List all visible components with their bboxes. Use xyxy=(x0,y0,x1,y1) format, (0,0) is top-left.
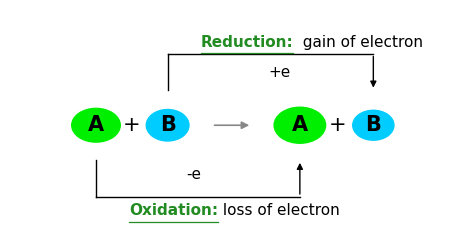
Text: B: B xyxy=(365,115,381,135)
Text: A: A xyxy=(88,115,104,135)
Ellipse shape xyxy=(352,110,395,141)
Text: +: + xyxy=(329,115,346,135)
Text: loss of electron: loss of electron xyxy=(218,203,340,218)
Text: A: A xyxy=(292,115,308,135)
Text: Reduction:: Reduction: xyxy=(201,35,293,50)
Text: +e: +e xyxy=(269,65,291,80)
Text: B: B xyxy=(160,115,175,135)
Ellipse shape xyxy=(71,108,121,143)
Text: +: + xyxy=(123,115,140,135)
Ellipse shape xyxy=(146,109,190,142)
Text: gain of electron: gain of electron xyxy=(293,35,423,50)
Text: -e: -e xyxy=(186,167,201,182)
Text: Oxidation:: Oxidation: xyxy=(129,203,218,218)
Ellipse shape xyxy=(273,107,326,144)
